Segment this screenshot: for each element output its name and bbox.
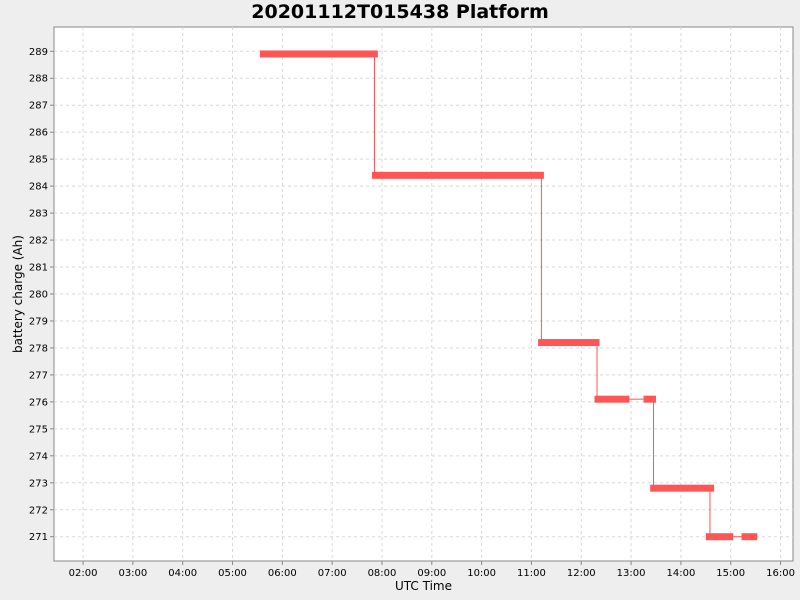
y-tick-label: 288 xyxy=(29,74,48,85)
y-tick-label: 285 xyxy=(29,155,48,166)
data-segment xyxy=(741,533,758,541)
x-tick-label: 06:00 xyxy=(268,568,297,579)
data-segment xyxy=(705,533,734,541)
x-tick-label: 04:00 xyxy=(168,568,197,579)
y-tick-label: 278 xyxy=(29,343,48,354)
y-tick-label: 287 xyxy=(29,101,48,112)
x-tick-label: 12:00 xyxy=(567,568,596,579)
ticks: 271 272 273 274 275 276 277 278 279 280 281 282 283 2… xyxy=(29,47,795,579)
y-tick-label: 277 xyxy=(29,370,48,381)
x-tick-label: 07:00 xyxy=(318,568,347,579)
y-tick-label: 273 xyxy=(29,478,48,489)
y-tick-label: 282 xyxy=(29,236,48,247)
x-tick-label: 08:00 xyxy=(368,568,397,579)
x-tick-label: 03:00 xyxy=(118,568,147,579)
y-tick-label: 284 xyxy=(29,182,48,193)
chart-title: 20201112T015438 Platform xyxy=(251,1,549,23)
x-tick-label: 13:00 xyxy=(617,568,646,579)
y-tick-label: 279 xyxy=(29,316,48,327)
x-tick-label: 05:00 xyxy=(218,568,247,579)
x-tick-label: 11:00 xyxy=(517,568,546,579)
data-segment xyxy=(594,395,630,403)
data-segment xyxy=(372,171,544,179)
x-tick-label: 15:00 xyxy=(716,568,745,579)
x-tick-label: 09:00 xyxy=(417,568,446,579)
y-tick-label: 271 xyxy=(29,532,48,543)
y-tick-label: 274 xyxy=(29,451,48,462)
data-segment xyxy=(643,395,656,403)
data-segment xyxy=(259,50,378,58)
plot-area xyxy=(53,26,794,562)
x-tick-label: 02:00 xyxy=(69,568,98,579)
y-axis-title: battery charge (Ah) xyxy=(11,235,25,353)
y-tick-label: 283 xyxy=(29,209,48,220)
x-tick-label: 10:00 xyxy=(467,568,496,579)
y-tick-label: 275 xyxy=(29,424,48,435)
y-tick-label: 289 xyxy=(29,47,48,58)
x-tick-label: 16:00 xyxy=(766,568,795,579)
x-tick-label: 14:00 xyxy=(666,568,695,579)
data-segment xyxy=(650,484,715,492)
data-series xyxy=(259,50,758,541)
data-segment xyxy=(538,339,600,347)
y-tick-label: 286 xyxy=(29,128,48,139)
y-tick-label: 281 xyxy=(29,263,48,274)
x-axis-title: UTC Time xyxy=(395,579,452,593)
y-tick-label: 272 xyxy=(29,505,48,516)
y-tick-label: 280 xyxy=(29,290,48,301)
grid xyxy=(54,27,793,561)
y-tick-label: 276 xyxy=(29,397,48,408)
